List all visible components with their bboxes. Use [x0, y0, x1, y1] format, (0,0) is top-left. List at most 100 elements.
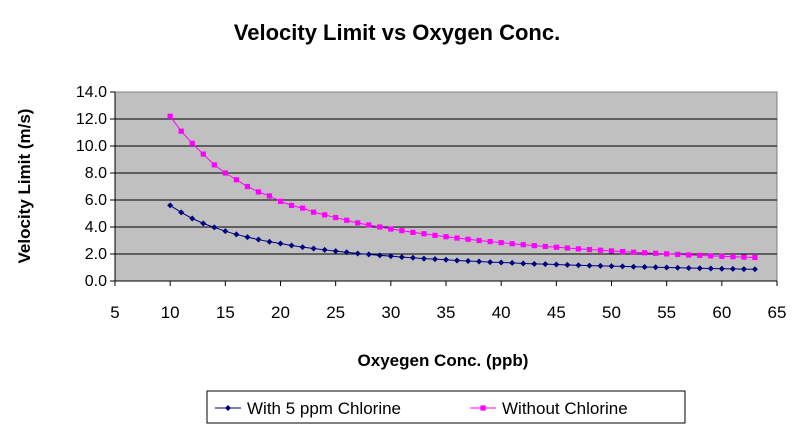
series-2-point	[752, 254, 758, 261]
x-tick-label: 60	[712, 303, 731, 322]
series-1-point	[575, 262, 582, 269]
series-2-point	[432, 232, 438, 238]
series-2-point	[642, 250, 648, 256]
series-2-point	[553, 244, 559, 250]
series-2-point	[244, 183, 250, 190]
series-1-point	[685, 265, 692, 272]
series-1-point	[674, 264, 681, 271]
series-1-point	[189, 215, 196, 222]
series-1-point	[696, 265, 703, 272]
series-1-point	[729, 265, 736, 272]
series-2-point	[531, 243, 537, 249]
series-1-point	[553, 261, 560, 268]
x-tick-label: 45	[547, 303, 566, 322]
series-1-point	[707, 265, 714, 272]
series-2-point	[619, 248, 626, 255]
y-axis-label: Velocity Limit (m/s)	[15, 109, 34, 264]
series-1-point	[542, 261, 549, 268]
series-1-point	[255, 236, 262, 243]
x-tick-label: 65	[768, 303, 787, 322]
series-2-point	[465, 236, 471, 242]
y-tick-label: 6.0	[85, 192, 107, 209]
series-2-point	[454, 235, 460, 241]
plot-area	[114, 91, 778, 282]
series-2-point	[498, 240, 504, 246]
y-tick-label: 12.0	[76, 111, 107, 128]
series-1	[167, 202, 758, 273]
series-1-point	[365, 251, 372, 258]
series-2-point	[608, 248, 615, 254]
x-tick-label: 25	[326, 303, 345, 322]
y-tick-label: 8.0	[85, 165, 107, 182]
legend-label-2: Without Chlorine	[502, 399, 628, 418]
x-tick-label: 5	[110, 303, 119, 322]
series-2-point	[266, 193, 273, 199]
series-2-point	[741, 254, 747, 260]
series-1-point	[718, 265, 725, 272]
series-2-point	[476, 237, 482, 244]
series-1-point	[751, 266, 758, 273]
series-1-point	[740, 266, 747, 273]
x-axis: 5 10 15 20 25 30 35 40 45 50 55 60 65	[110, 280, 787, 322]
y-tick-label: 10.0	[76, 138, 107, 155]
series-1-point	[641, 263, 648, 270]
series-1-point	[354, 250, 361, 257]
series-2-point	[686, 252, 692, 258]
series-1-point	[630, 263, 637, 270]
series-2-point	[443, 234, 449, 240]
x-tick-label: 20	[271, 303, 290, 322]
series-1-point	[487, 259, 494, 266]
series-2-point	[586, 246, 593, 253]
series-2-point	[322, 212, 328, 218]
series-1-point	[454, 257, 461, 264]
series-1-point	[332, 248, 339, 255]
series-1-point	[299, 244, 306, 251]
series-2-point	[719, 253, 725, 259]
series-1-point	[310, 245, 317, 252]
series-1-point	[343, 249, 350, 256]
legend: With 5 ppm Chlorine Without Chlorine	[206, 390, 686, 424]
series-1-point	[608, 263, 615, 270]
series-1-point	[431, 256, 438, 263]
series-2-point	[653, 250, 659, 256]
series-1-point	[619, 263, 626, 270]
series-1-point	[178, 209, 185, 216]
series-2-point	[542, 243, 548, 250]
series-2-point	[200, 151, 206, 157]
series-1-point	[398, 254, 405, 261]
series-2-point	[730, 254, 736, 260]
series-2-point	[167, 113, 173, 119]
series-2-point	[377, 224, 383, 230]
legend-marker-2	[480, 405, 486, 411]
legend-marker-1	[225, 405, 231, 411]
series-1-point	[167, 202, 174, 209]
series-2	[167, 113, 758, 261]
series-1-point	[520, 260, 527, 267]
chart-title: Velocity Limit vs Oxygen Conc.	[234, 20, 560, 45]
series-1-point	[288, 242, 295, 249]
x-tick-label: 40	[492, 303, 511, 322]
series-2-point	[487, 238, 493, 245]
series-2-point	[575, 246, 581, 252]
series-2-point	[410, 229, 416, 235]
series-1-point	[498, 259, 505, 266]
series-2-point	[233, 177, 239, 183]
series-1-point	[476, 258, 483, 265]
series-1-point	[200, 220, 207, 227]
series-2-point	[189, 140, 195, 146]
legend-label-1: With 5 ppm Chlorine	[247, 399, 401, 418]
y-tick-label: 2.0	[85, 246, 107, 263]
series-1-point	[321, 246, 328, 253]
series-layer	[167, 113, 758, 273]
y-tick-label: 0.0	[85, 273, 107, 290]
series-2-point	[333, 214, 339, 221]
series-1-point	[443, 256, 449, 263]
y-tick-label: 14.0	[76, 84, 107, 101]
x-tick-label: 50	[602, 303, 621, 322]
x-tick-label: 55	[657, 303, 676, 322]
series-1-point	[222, 228, 229, 235]
series-2-point	[564, 245, 570, 251]
series-1-point	[652, 264, 659, 271]
